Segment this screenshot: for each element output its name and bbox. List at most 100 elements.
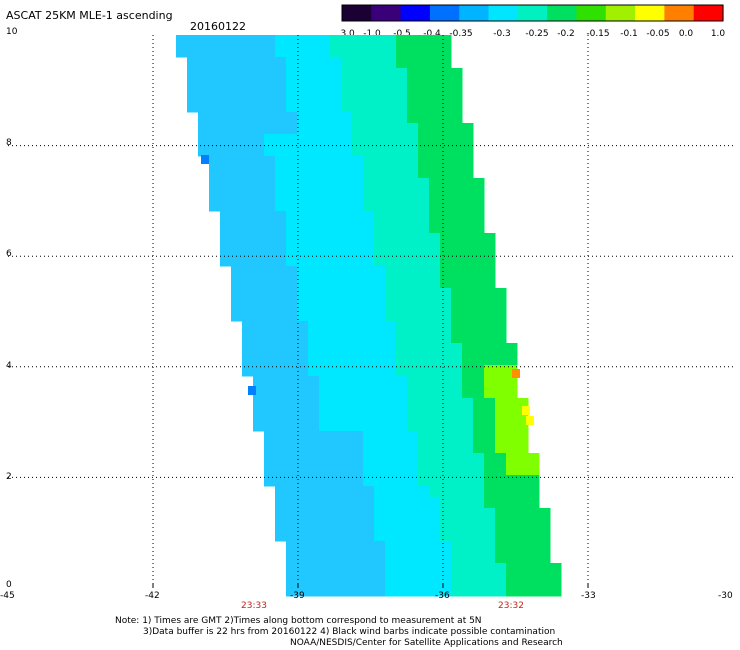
swath-cell (253, 288, 265, 300)
swath-cell (341, 574, 353, 586)
swath-cell (429, 222, 441, 234)
colorbar-label: -0.15 (586, 29, 609, 39)
swath-cell (209, 57, 221, 69)
swath-cell (330, 486, 342, 498)
swath-cell (275, 244, 287, 256)
swath-cell (374, 420, 386, 432)
swath-cell (286, 585, 298, 597)
swath-cell (429, 167, 441, 179)
swath-cell (473, 376, 485, 388)
swath-cell (363, 35, 375, 47)
swath-cell (286, 563, 298, 575)
swath-cell (512, 369, 520, 378)
swath-cell (264, 134, 276, 146)
swath-cell (264, 266, 276, 278)
swath-cell (396, 288, 408, 300)
swath-cell (396, 68, 408, 80)
swath-cell (209, 200, 221, 212)
colorbar-swatch (547, 5, 578, 21)
swath-cell (264, 420, 276, 432)
swath-cell (275, 211, 287, 223)
swath-cell (451, 497, 463, 509)
swath-cell (201, 155, 209, 164)
swath-cell (308, 486, 320, 498)
swath-cell (352, 134, 364, 146)
swath-cell (352, 541, 364, 553)
swath-cell (484, 519, 496, 531)
swath-cell (286, 431, 298, 443)
swath-cell (462, 299, 474, 311)
swath-cell (429, 475, 441, 487)
swath-cell (297, 255, 309, 267)
swath-cell (363, 420, 375, 432)
swath-cell (429, 365, 441, 377)
swath-cell (374, 563, 386, 575)
swath-cell (330, 288, 342, 300)
y-tick-4: 4 (6, 361, 12, 371)
swath-cell (407, 519, 419, 531)
swath-cell (264, 79, 276, 91)
swath-cell (275, 486, 287, 498)
swath-cell (374, 134, 386, 146)
swath-cell (374, 585, 386, 597)
swath-cell (363, 508, 375, 520)
swath-cell (209, 156, 221, 168)
swath-cell (209, 101, 221, 113)
swath-cell (319, 288, 331, 300)
swath-cell (528, 530, 540, 542)
swath-cell (264, 475, 276, 487)
swath-cell (242, 233, 254, 245)
swath-cell (341, 464, 353, 476)
swath-cell (275, 343, 287, 355)
swath-cell (385, 233, 397, 245)
swath-cell (308, 244, 320, 256)
swath-cell (308, 387, 320, 399)
swath-cell (407, 387, 419, 399)
swath-cell (385, 321, 397, 333)
swath-cell (484, 541, 496, 553)
swath-cell (385, 90, 397, 102)
swath-cell (484, 464, 496, 476)
swath-cell (231, 189, 243, 201)
swath-cell (396, 541, 408, 553)
swath-cell (418, 145, 430, 157)
swath-cell (297, 145, 309, 157)
swath-cell (374, 233, 386, 245)
swath-cell (253, 376, 265, 388)
swath-cell (473, 222, 485, 234)
swath-cell (418, 354, 430, 366)
swath-cell (473, 431, 485, 443)
swath-cell (385, 211, 397, 223)
swath-cell (451, 552, 463, 564)
swath-cell (286, 409, 298, 421)
swath-cell (297, 431, 309, 443)
swath-cell (341, 112, 353, 124)
swath-cell (517, 530, 529, 542)
swath-cell (319, 178, 331, 190)
swath-cell (451, 101, 463, 113)
swath-cell (374, 486, 386, 498)
swath-cell (341, 211, 353, 223)
swath-cell (297, 365, 309, 377)
swath-cell (374, 123, 386, 135)
swath-cell (385, 420, 397, 432)
swath-cell (297, 189, 309, 201)
colorbar-label: -0.2 (557, 29, 575, 39)
swath-cell (341, 387, 353, 399)
swath-cell (264, 387, 276, 399)
swath-cell (363, 79, 375, 91)
colorbar-swatch (371, 5, 402, 21)
swath-cell (264, 442, 276, 454)
swath-cell (242, 46, 254, 58)
swath-cell (330, 46, 342, 58)
swath-cell (275, 519, 287, 531)
swath-cell (286, 442, 298, 454)
swath-cell (264, 90, 276, 102)
y-tick-6: 6 (6, 249, 12, 259)
swath-cell (374, 310, 386, 322)
swath-cell (319, 79, 331, 91)
swath-cell (341, 453, 353, 465)
swath-cell (275, 101, 287, 113)
swath-cell (352, 222, 364, 234)
swath-cell (341, 79, 353, 91)
